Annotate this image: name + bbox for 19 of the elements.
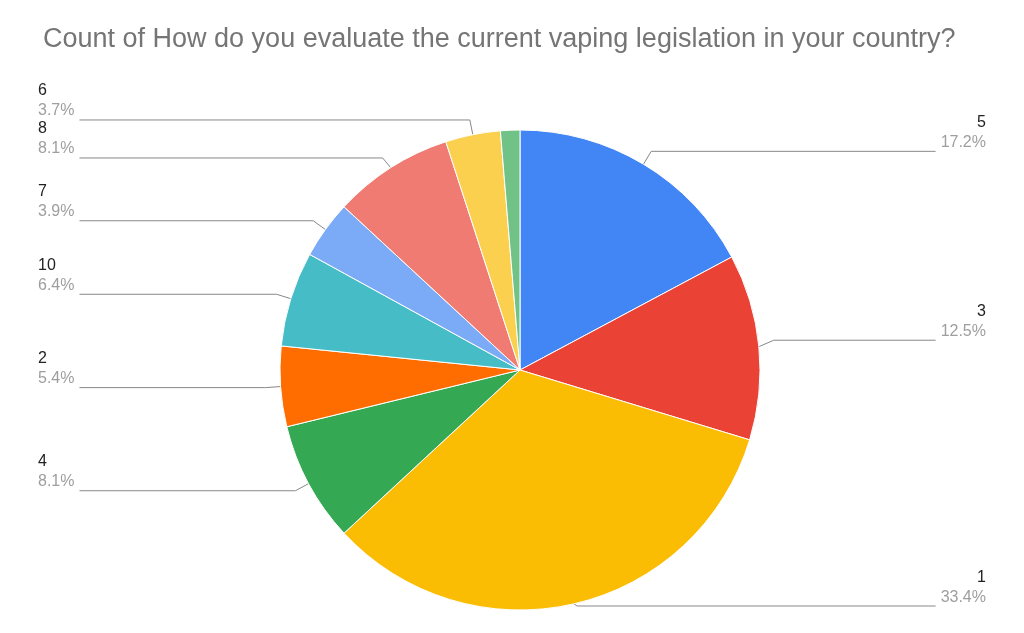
data-label: 5.4% xyxy=(38,369,75,387)
slice-label: 6 xyxy=(38,81,47,99)
slice-label: 1 xyxy=(977,567,987,585)
slice-label: 10 xyxy=(38,255,56,273)
data-label: 3.9% xyxy=(38,202,75,220)
data-label: 33.4% xyxy=(940,587,986,605)
data-label: 8.1% xyxy=(38,472,75,490)
slice-label: 7 xyxy=(38,182,47,200)
slice-label: 4 xyxy=(38,452,47,470)
data-label: 6.4% xyxy=(38,275,75,293)
slice-label: 2 xyxy=(38,349,47,367)
chart-title: Count of How do you evaluate the current vaping legislation in your country? xyxy=(43,22,956,53)
data-label: 17.2% xyxy=(940,132,986,150)
data-label: 12.5% xyxy=(940,321,986,339)
slice-label: 3 xyxy=(977,301,987,319)
slice-label: 5 xyxy=(977,112,987,130)
data-label: 8.1% xyxy=(38,139,75,157)
data-label: 3.7% xyxy=(38,101,75,119)
slice-label: 8 xyxy=(38,119,47,137)
